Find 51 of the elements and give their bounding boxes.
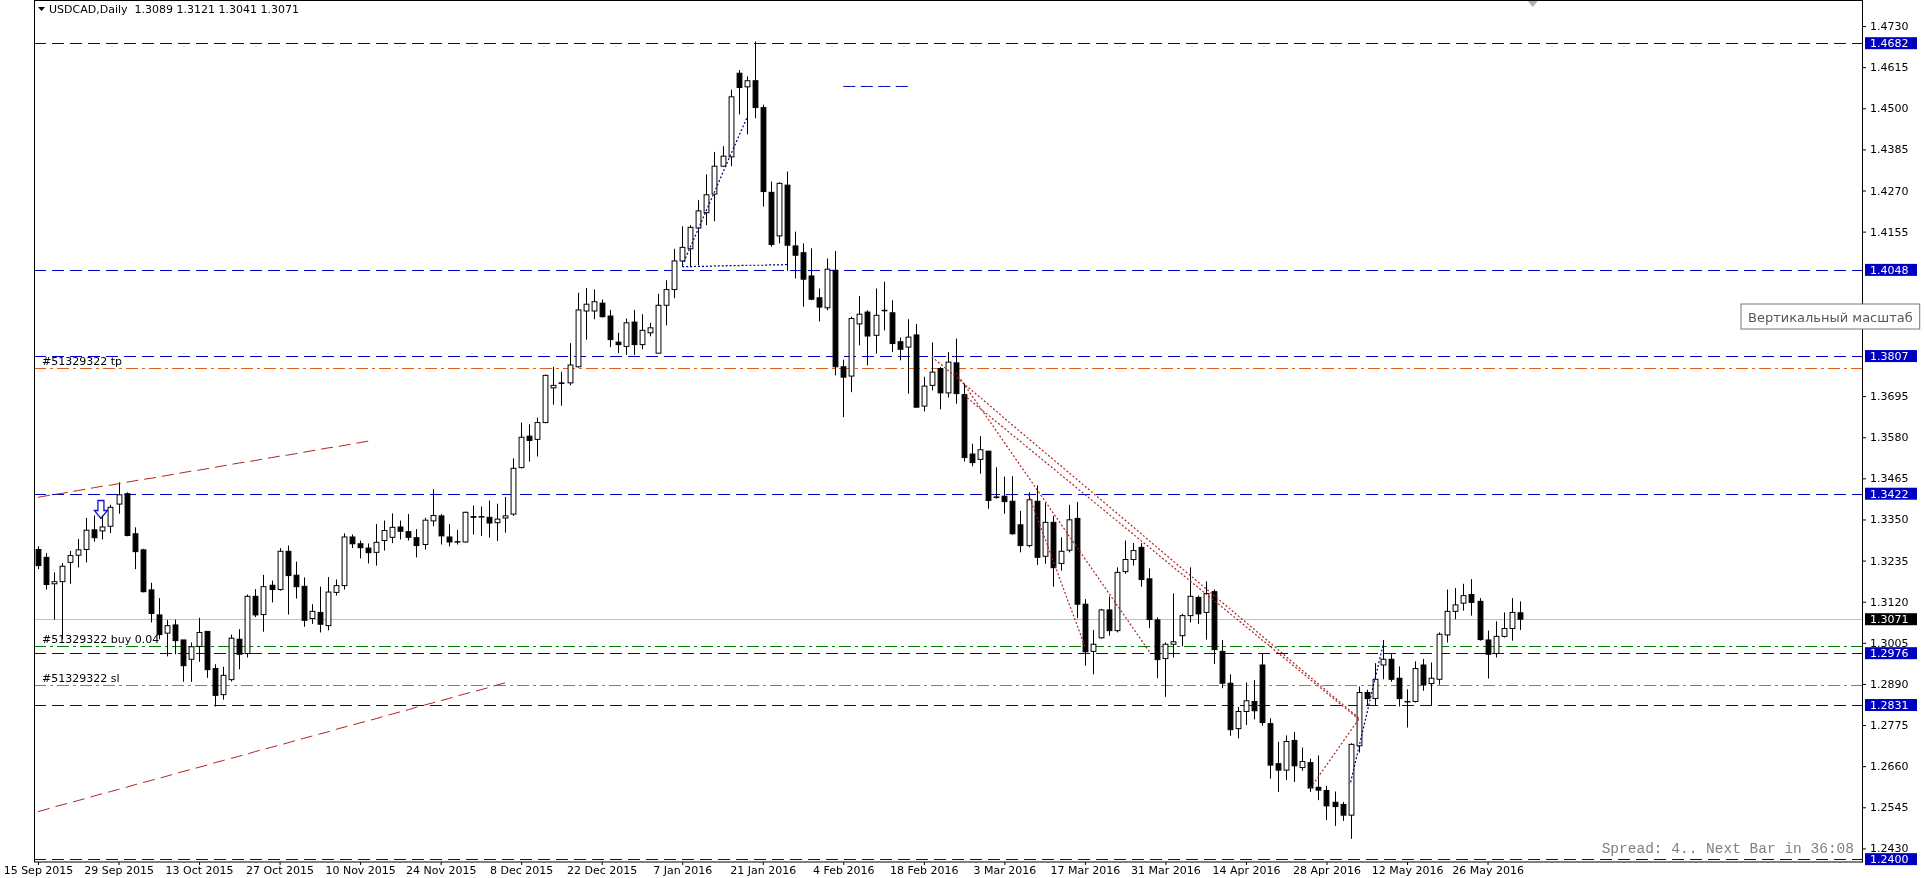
x-tick-label: 22 Dec 2015 <box>567 863 638 877</box>
x-tick-label: 3 Mar 2016 <box>973 863 1037 877</box>
y-tick-label: 1.2775 <box>1870 719 1909 733</box>
x-tick-label: 4 Feb 2016 <box>813 863 875 877</box>
x-tick-label: 31 Mar 2016 <box>1131 863 1201 877</box>
y-tick-label: 1.3695 <box>1870 390 1909 404</box>
y-tick-label: 1.2430 <box>1870 842 1909 856</box>
y-tick-label: 1.4155 <box>1870 225 1909 239</box>
ref-line-label: #51329322 tp <box>42 354 123 368</box>
y-tick-label: 1.2660 <box>1870 760 1909 774</box>
x-tick-label: 10 Nov 2015 <box>325 863 396 877</box>
y-tick-label: 1.3350 <box>1870 513 1909 527</box>
x-tick-label: 27 Oct 2015 <box>246 863 315 877</box>
y-tick-label: 1.4730 <box>1870 20 1909 34</box>
y-tick-label: 1.4500 <box>1870 102 1909 116</box>
ref-line-label: 1.4682 <box>1870 37 1909 51</box>
ref-line-label: 1.4048 <box>1870 263 1909 277</box>
y-tick-label: 1.4615 <box>1870 61 1909 75</box>
x-tick-label: 21 Jan 2016 <box>730 863 797 877</box>
x-tick-label: 24 Nov 2015 <box>405 863 477 877</box>
y-tick-label: 1.3005 <box>1870 636 1909 650</box>
x-tick-label: 8 Dec 2015 <box>490 863 554 877</box>
x-tick-label: 17 Mar 2016 <box>1050 863 1121 877</box>
y-tick-label: 1.4385 <box>1870 143 1909 157</box>
chart-title: USDCAD,Daily 1.3089 1.3121 1.3041 1.3071 <box>49 3 299 16</box>
ref-line-label: 1.2976 <box>1870 647 1909 661</box>
ref-line-label: 1.3071 <box>1870 613 1909 627</box>
y-tick-label: 1.3120 <box>1870 595 1909 609</box>
y-tick-label: 1.4270 <box>1870 184 1909 198</box>
x-tick-label: 14 Apr 2016 <box>1212 863 1281 877</box>
ref-line-label: #51329322 buy 0.04 <box>42 633 160 647</box>
y-tick-label: 1.3235 <box>1870 554 1909 568</box>
y-tick-label: 1.3465 <box>1870 472 1909 486</box>
x-tick-label: 29 Sep 2015 <box>84 863 154 877</box>
y-tick-label: 1.3580 <box>1870 431 1909 445</box>
x-tick-label: 18 Feb 2016 <box>890 863 959 877</box>
x-tick-label: 13 Oct 2015 <box>165 863 234 877</box>
x-tick-label: 26 May 2016 <box>1452 863 1524 877</box>
x-tick-label: 12 May 2016 <box>1371 863 1444 877</box>
ref-line-label: 1.2831 <box>1870 698 1909 712</box>
ref-line-label: 1.3807 <box>1870 350 1909 364</box>
ref-line-label: 1.2400 <box>1870 853 1909 867</box>
x-tick-label: 28 Apr 2016 <box>1292 863 1361 877</box>
annotation: Spread: 4.. Next Bar in 36:08 <box>1601 841 1854 857</box>
ref-line-label: #51329322 sl <box>42 672 120 686</box>
x-tick-label: 15 Sep 2015 <box>3 863 74 877</box>
annotation: Вертикальный масштаб <box>1748 310 1913 325</box>
y-tick-label: 1.2890 <box>1870 677 1909 691</box>
y-tick-label: 1.2545 <box>1870 801 1909 815</box>
ref-line-label: 1.3422 <box>1870 487 1909 501</box>
x-tick-label: 7 Jan 2016 <box>653 863 713 877</box>
